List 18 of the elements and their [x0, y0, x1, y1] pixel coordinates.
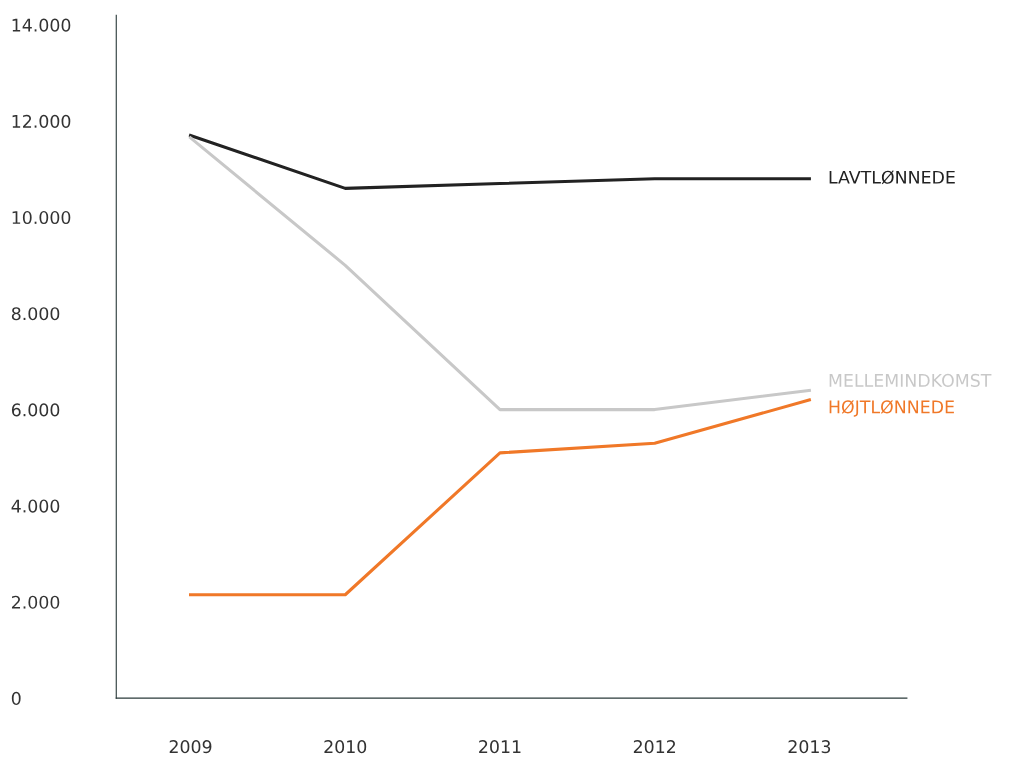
- x-tick-label: 2013: [788, 740, 831, 754]
- y-tick-label: 12.000: [12, 114, 71, 128]
- line-series: [189, 398, 811, 597]
- y-tick-label: 6.000: [11, 403, 60, 417]
- series-label: LAVTLØNNEDE: [829, 170, 955, 185]
- x-tick-label: 2012: [633, 740, 676, 754]
- y-tick-label: 2.000: [11, 595, 60, 609]
- line-series: [189, 136, 811, 412]
- y-tick-label: 4.000: [11, 499, 60, 513]
- y-tick-label: 10.000: [12, 210, 71, 225]
- y-tick-label: 0: [11, 691, 21, 705]
- series-label: HØJTLØNNEDE: [829, 399, 954, 417]
- y-tick-label: 8.000: [11, 307, 60, 321]
- x-tick-label: 2011: [479, 740, 521, 754]
- y-tick-label: 14.000: [12, 18, 71, 32]
- x-tick-label: 2010: [324, 740, 367, 754]
- line-series: [189, 133, 811, 190]
- x-tick-label: 2009: [169, 740, 212, 754]
